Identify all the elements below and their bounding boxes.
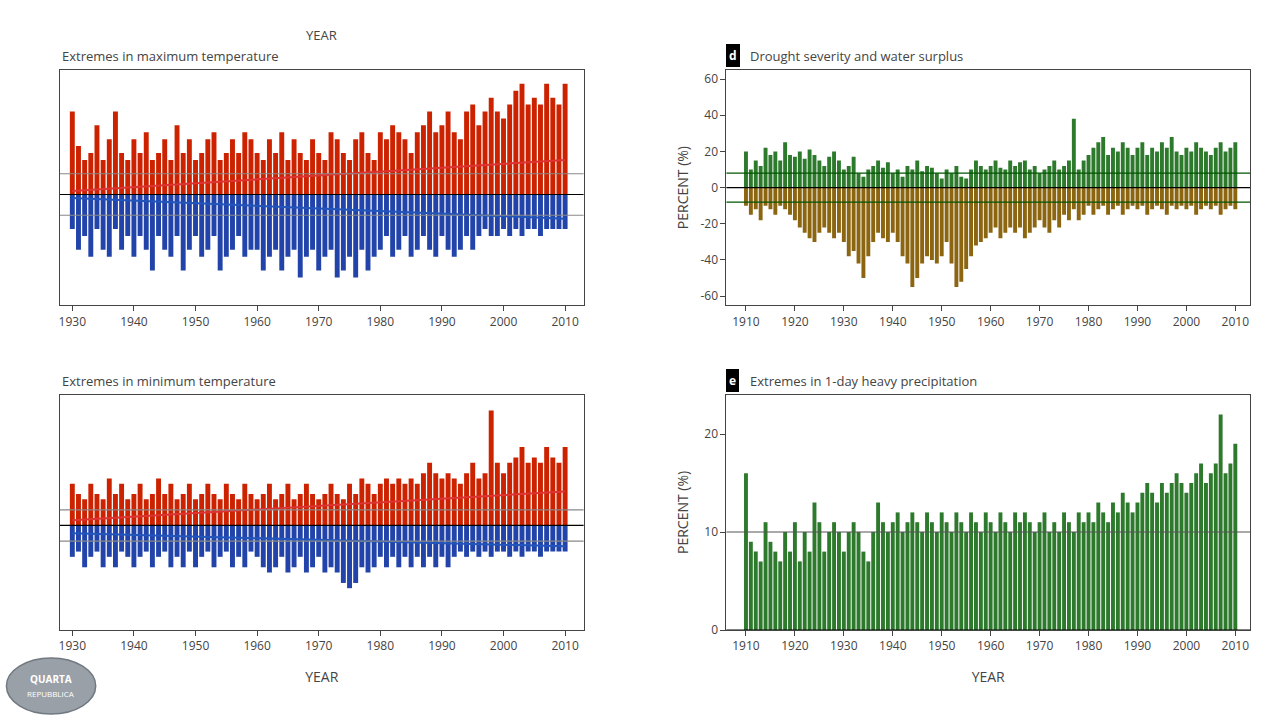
svg-text:1960: 1960 (243, 313, 271, 330)
svg-text:2000: 2000 (1173, 637, 1201, 654)
svg-text:2010: 2010 (551, 313, 579, 330)
svg-text:YEAR: YEAR (306, 26, 337, 44)
svg-text:2010: 2010 (1222, 313, 1250, 330)
svg-text:Extremes in maximum temperatur: Extremes in maximum temperature (62, 47, 279, 65)
svg-text:1960: 1960 (977, 637, 1005, 654)
svg-text:d: d (729, 47, 737, 64)
svg-text:QUARTA: QUARTA (30, 672, 72, 686)
svg-text:YEAR: YEAR (305, 667, 338, 686)
svg-text:PERCENT (%): PERCENT (%) (673, 146, 692, 229)
svg-text:1910: 1910 (732, 637, 760, 654)
svg-text:-40: -40 (700, 251, 718, 268)
svg-text:1970: 1970 (1026, 313, 1054, 330)
svg-text:1990: 1990 (1124, 637, 1152, 654)
svg-text:1940: 1940 (120, 637, 148, 654)
svg-text:1930: 1930 (59, 313, 87, 330)
svg-text:1960: 1960 (977, 313, 1005, 330)
svg-text:1910: 1910 (732, 313, 760, 330)
svg-text:0: 0 (711, 179, 718, 196)
svg-text:1980: 1980 (367, 313, 395, 330)
svg-text:1940: 1940 (879, 313, 907, 330)
svg-text:1950: 1950 (182, 313, 210, 330)
svg-text:Extremes in 1-day heavy precip: Extremes in 1-day heavy precipitation (750, 372, 977, 390)
svg-text:1950: 1950 (182, 637, 210, 654)
svg-text:1920: 1920 (781, 637, 809, 654)
svg-text:1990: 1990 (428, 313, 456, 330)
svg-text:0: 0 (711, 621, 718, 638)
svg-text:10: 10 (704, 523, 718, 540)
svg-text:Drought severity and water sur: Drought severity and water surplus (750, 47, 963, 65)
svg-text:PERCENT (%): PERCENT (%) (673, 471, 692, 554)
svg-text:2000: 2000 (490, 313, 518, 330)
svg-text:YEAR: YEAR (972, 667, 1005, 686)
svg-text:1970: 1970 (1026, 637, 1054, 654)
svg-text:1990: 1990 (428, 637, 456, 654)
svg-text:60: 60 (704, 70, 718, 87)
svg-text:1990: 1990 (1124, 313, 1152, 330)
svg-text:1930: 1930 (830, 313, 858, 330)
svg-text:1930: 1930 (830, 637, 858, 654)
svg-text:1970: 1970 (305, 637, 333, 654)
svg-text:20: 20 (704, 143, 718, 160)
svg-text:-60: -60 (700, 287, 718, 304)
svg-text:1930: 1930 (59, 637, 87, 654)
svg-text:1920: 1920 (781, 313, 809, 330)
svg-text:1940: 1940 (879, 637, 907, 654)
svg-text:20: 20 (704, 425, 718, 442)
svg-text:2000: 2000 (1173, 313, 1201, 330)
svg-text:1960: 1960 (243, 637, 271, 654)
svg-text:1980: 1980 (1075, 313, 1103, 330)
svg-text:1940: 1940 (120, 313, 148, 330)
svg-text:e: e (729, 372, 736, 389)
svg-text:2010: 2010 (551, 637, 579, 654)
svg-text:2010: 2010 (1222, 637, 1250, 654)
svg-text:2000: 2000 (490, 637, 518, 654)
svg-text:1980: 1980 (367, 637, 395, 654)
svg-text:1950: 1950 (928, 637, 956, 654)
svg-text:1950: 1950 (928, 313, 956, 330)
svg-text:REPUBBLICA: REPUBBLICA (27, 688, 75, 699)
svg-text:40: 40 (704, 106, 718, 123)
svg-text:-20: -20 (700, 215, 718, 232)
svg-text:1970: 1970 (305, 313, 333, 330)
svg-text:1980: 1980 (1075, 637, 1103, 654)
svg-text:Extremes in minimum temperatur: Extremes in minimum temperature (62, 372, 276, 390)
